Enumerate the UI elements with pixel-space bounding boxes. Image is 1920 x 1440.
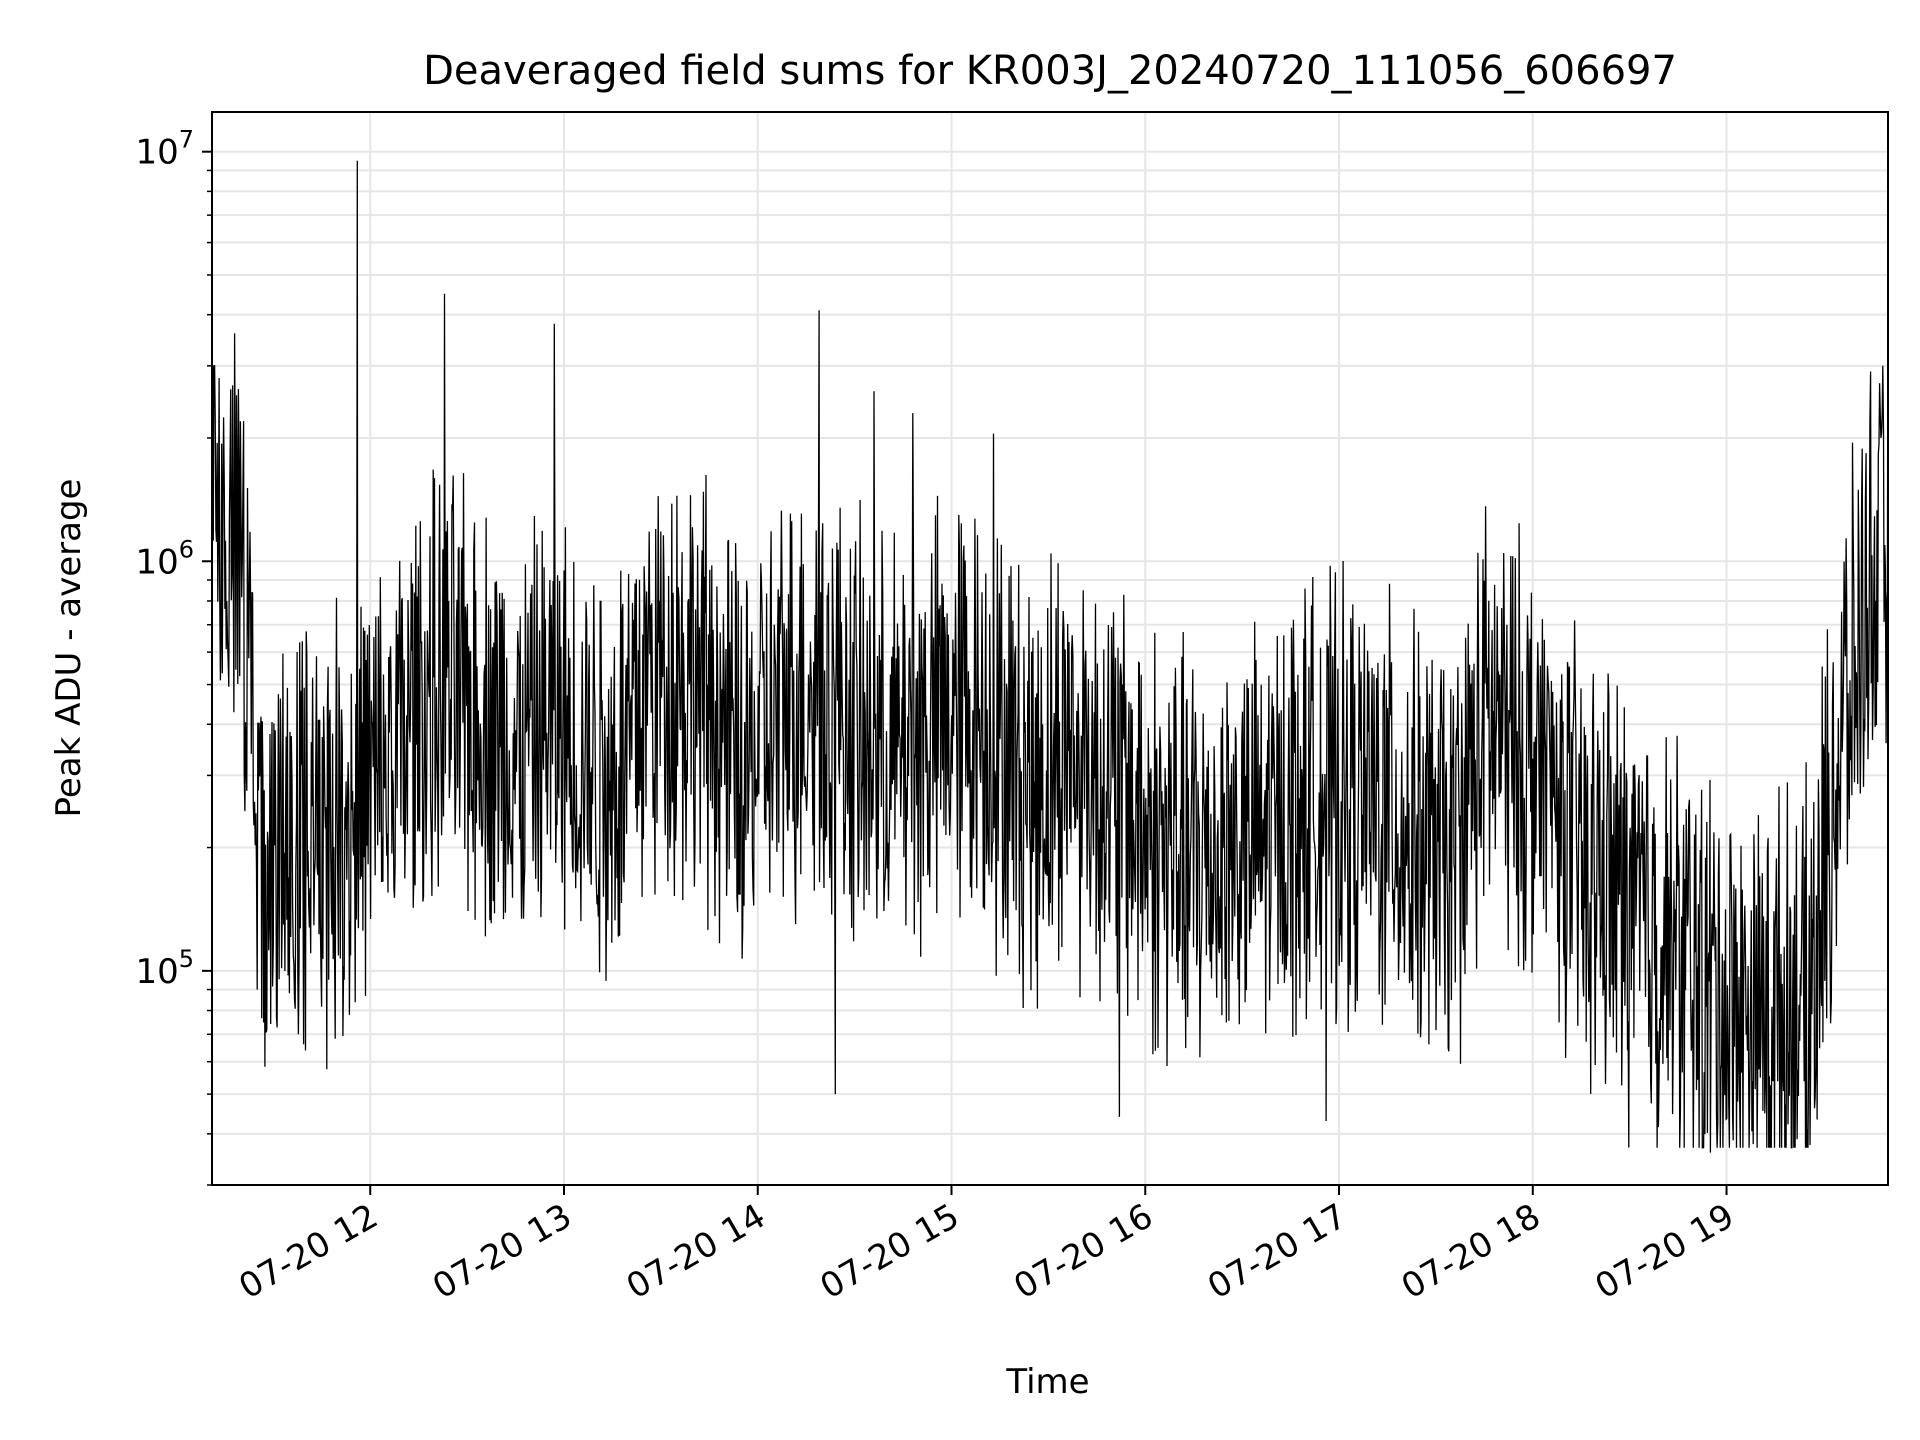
x-axis-label: Time bbox=[1005, 1362, 1089, 1402]
data-series-line bbox=[211, 160, 1889, 1153]
y-tick-label: 106 bbox=[135, 535, 194, 582]
y-tick-label: 105 bbox=[135, 945, 194, 992]
plot-series bbox=[211, 160, 1889, 1153]
y-axis-label: Peak ADU - average bbox=[49, 479, 89, 818]
plot-frame bbox=[211, 111, 1889, 1186]
y-tick-label: 107 bbox=[135, 126, 194, 173]
chart-title: Deaveraged field sums for KR003J_2024072… bbox=[423, 48, 1677, 94]
y-axis-ticks: 105 106 107 bbox=[135, 126, 212, 1186]
